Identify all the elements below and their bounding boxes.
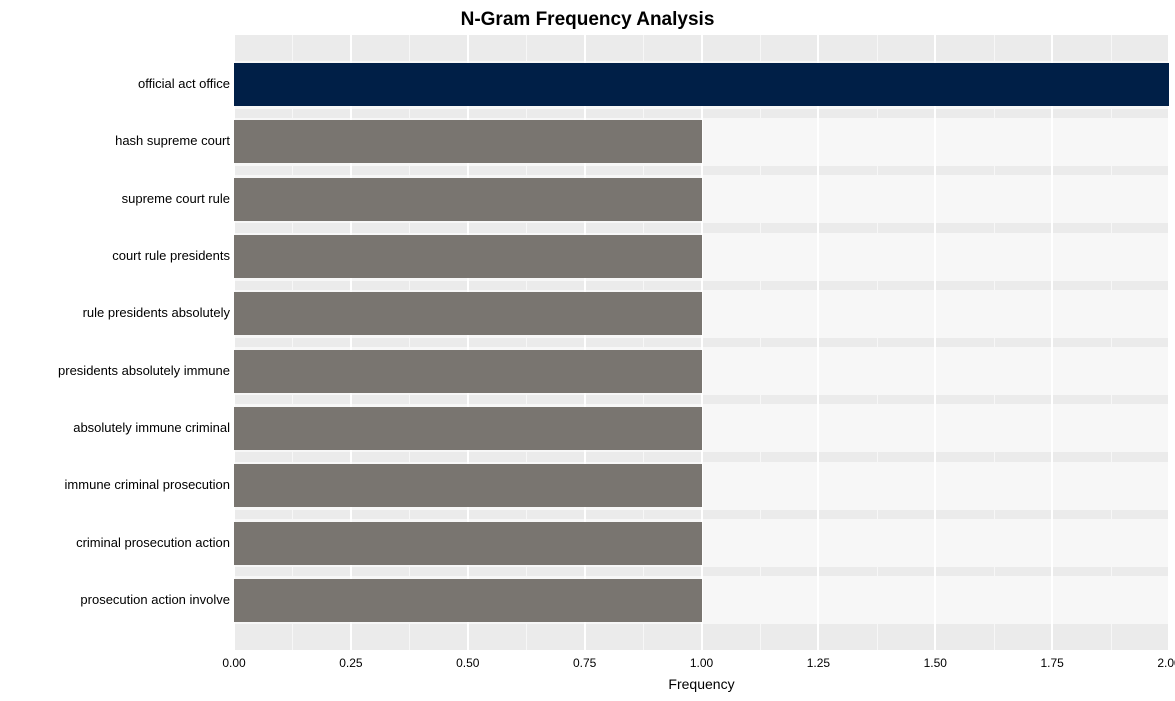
plot-area	[234, 35, 1169, 650]
bar	[234, 235, 702, 278]
x-tick-label: 1.50	[910, 656, 960, 670]
x-tick-label: 2.00	[1144, 656, 1175, 670]
bar	[234, 407, 702, 450]
chart-container: N-Gram Frequency Analysis Frequency offi…	[0, 0, 1175, 701]
y-tick-label: supreme court rule	[122, 191, 230, 206]
x-tick-label: 1.00	[677, 656, 727, 670]
y-tick-label: prosecution action involve	[80, 592, 230, 607]
bar	[234, 120, 702, 163]
y-tick-label: criminal prosecution action	[76, 535, 230, 550]
bar	[234, 350, 702, 393]
bar	[234, 63, 1169, 106]
x-tick-label: 1.25	[793, 656, 843, 670]
x-axis-label: Frequency	[234, 676, 1169, 692]
x-tick-label: 0.00	[209, 656, 259, 670]
chart-title: N-Gram Frequency Analysis	[0, 9, 1175, 31]
bar	[234, 522, 702, 565]
y-tick-label: hash supreme court	[115, 133, 230, 148]
y-tick-label: official act office	[138, 76, 230, 91]
bar	[234, 579, 702, 622]
y-tick-label: absolutely immune criminal	[73, 420, 230, 435]
bar	[234, 178, 702, 221]
x-tick-label: 0.50	[443, 656, 493, 670]
y-tick-label: court rule presidents	[112, 248, 230, 263]
x-tick-label: 1.75	[1027, 656, 1077, 670]
x-tick-label: 0.75	[560, 656, 610, 670]
y-tick-label: immune criminal prosecution	[65, 477, 230, 492]
y-tick-label: rule presidents absolutely	[83, 305, 230, 320]
y-tick-label: presidents absolutely immune	[58, 363, 230, 378]
bar	[234, 464, 702, 507]
x-tick-label: 0.25	[326, 656, 376, 670]
bar	[234, 292, 702, 335]
